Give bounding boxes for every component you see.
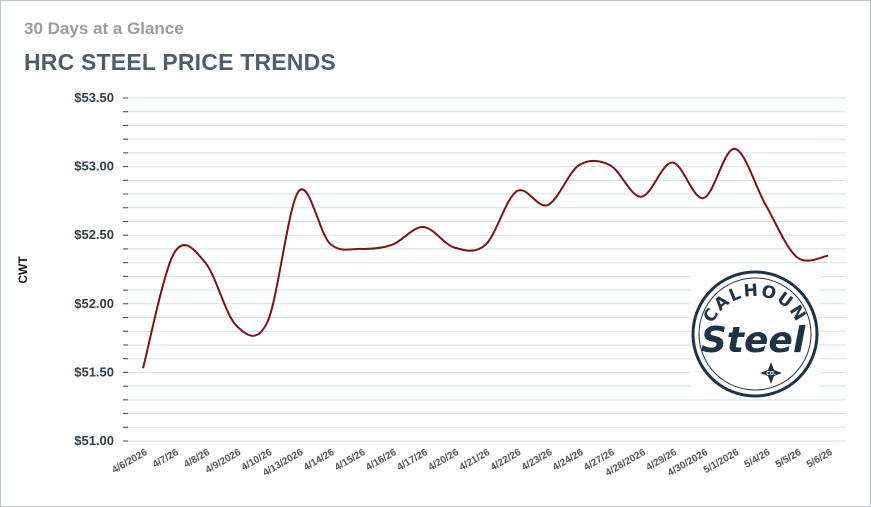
logo-badge-text: CO. [766, 371, 776, 377]
chart-title: HRC STEEL PRICE TRENDS [24, 49, 336, 75]
x-tick-label: 4/24/26 [551, 447, 586, 473]
x-tick-label: 5/6/26 [805, 447, 835, 471]
x-tick-label: 4/15/26 [333, 447, 368, 473]
logo-main-text: Steel [701, 320, 806, 361]
y-tick-label: $53.00 [74, 159, 114, 174]
x-tick-label: 4/21/26 [458, 447, 493, 473]
chart-subtitle: 30 Days at a Glance [24, 19, 184, 38]
y-tick-label: $53.50 [74, 90, 114, 105]
x-tick-label: 4/6/2026 [110, 447, 150, 476]
x-tick-label: 5/4/26 [743, 447, 773, 471]
y-tick-label: $51.00 [74, 433, 114, 448]
x-tick-label: 4/17/26 [395, 447, 430, 473]
x-tick-label: 5/5/26 [774, 447, 804, 471]
x-tick-label: 4/22/26 [489, 447, 524, 473]
x-tick-label: 5/1/2026 [702, 447, 742, 476]
x-tick-label: 4/14/26 [302, 447, 337, 473]
y-tick-label: $52.50 [74, 227, 114, 242]
x-tick-label: 4/7/26 [151, 447, 181, 471]
x-tick-label: 4/23/26 [520, 447, 555, 473]
calhoun-steel-logo: CALHOUN Steel CO. [691, 270, 819, 398]
x-tick-label: 4/16/26 [364, 447, 399, 473]
x-axis: 4/6/2026 4/7/26 4/8/264/9/20264/10/264/13/… [110, 447, 835, 479]
y-axis: $51.00 $51.50 $52.00 $52.50 $53.00 $53.50 [74, 90, 128, 448]
y-axis-label: CWT [16, 256, 30, 284]
series-line [142, 147, 829, 369]
y-tick-label: $51.50 [74, 364, 114, 379]
x-tick-label: 4/20/26 [426, 447, 461, 473]
y-tick-label: $52.00 [74, 296, 114, 311]
x-tick-label: 4/9/2026 [204, 447, 244, 476]
